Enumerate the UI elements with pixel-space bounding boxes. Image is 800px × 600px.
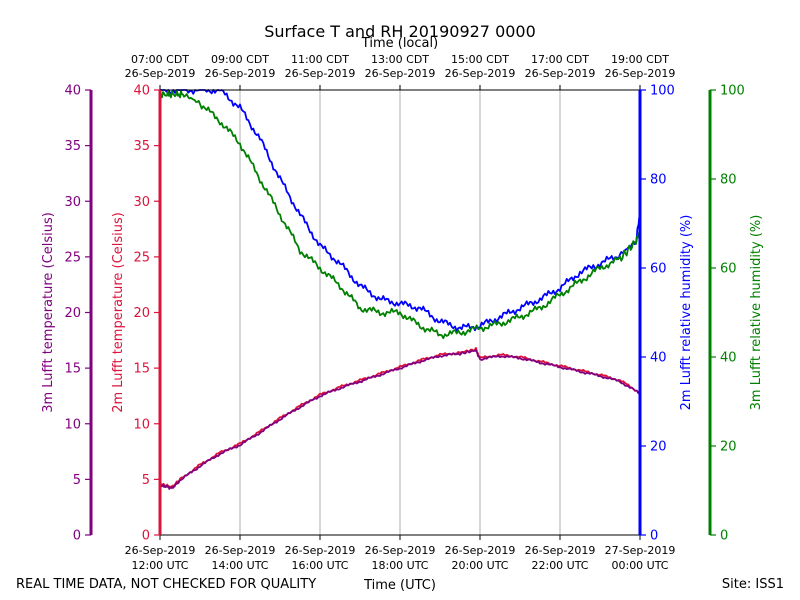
y-tick-label-rh2m: 80 <box>650 173 667 188</box>
x-tick-label-bottom: 26-Sep-2019 <box>125 544 196 557</box>
y-axis-label-temp2m: 2m Lufft temperature (Celsius) <box>111 212 126 413</box>
y-axis-label-temp3m: 3m Lufft temperature (Celsius) <box>41 212 56 413</box>
x-axis-label-top: Time (local) <box>361 36 438 51</box>
x-tick-label-top: 19:00 CDT <box>611 53 669 66</box>
x-tick-label-top: 15:00 CDT <box>451 53 509 66</box>
y-tick-label-rh3m: 100 <box>720 84 745 99</box>
series-group <box>159 89 641 490</box>
y-tick-label-temp2m: 5 <box>142 473 150 488</box>
series-line-rh2m <box>160 89 641 332</box>
chart-title: Surface T and RH 20190927 0000 <box>264 22 536 41</box>
x-tick-label-top: 26-Sep-2019 <box>525 67 596 80</box>
y-tick-label-temp2m: 20 <box>133 306 150 321</box>
x-tick-label-top: 11:00 CDT <box>291 53 349 66</box>
y-tick-label-temp3m: 5 <box>73 473 81 488</box>
x-tick-label-top: 07:00 CDT <box>131 53 189 66</box>
x-tick-label-top: 26-Sep-2019 <box>285 67 356 80</box>
y-tick-label-temp2m: 30 <box>133 195 150 210</box>
y-tick-label-temp3m: 30 <box>64 195 81 210</box>
y-tick-label-rh3m: 0 <box>720 529 728 544</box>
axes-group: 26-Sep-2019 12:00 UTC 26-Sep-2019 14:00 UTC… <box>41 53 764 572</box>
y-tick-label-temp3m: 25 <box>64 250 81 265</box>
y-tick-label-rh3m: 20 <box>720 440 737 455</box>
x-tick-label-bottom: 26-Sep-2019 <box>205 544 276 557</box>
x-tick-label-bottom: 12:00 UTC <box>131 559 188 572</box>
x-tick-label-top: 26-Sep-2019 <box>205 67 276 80</box>
y-tick-label-rh3m: 40 <box>720 351 737 366</box>
y-tick-label-temp3m: 15 <box>64 362 81 377</box>
x-tick-label-top: 17:00 CDT <box>531 53 589 66</box>
y-tick-label-rh2m: 40 <box>650 351 667 366</box>
x-tick-label-top: 09:00 CDT <box>211 53 269 66</box>
y-axis-label-rh2m: 2m Lufft relative humidity (%) <box>679 215 694 411</box>
x-tick-label-bottom: 00:00 UTC <box>611 559 668 572</box>
x-tick-label-bottom: 26-Sep-2019 <box>285 544 356 557</box>
y-tick-label-rh2m: 0 <box>650 529 658 544</box>
y-tick-label-temp2m: 25 <box>133 250 150 265</box>
y-tick-label-temp3m: 20 <box>64 306 81 321</box>
y-tick-label-rh2m: 20 <box>650 440 667 455</box>
y-tick-label-rh3m: 60 <box>720 262 737 277</box>
x-tick-label-bottom: 26-Sep-2019 <box>525 544 596 557</box>
x-tick-label-top: 26-Sep-2019 <box>125 67 196 80</box>
x-tick-label-top: 26-Sep-2019 <box>605 67 676 80</box>
y-tick-label-temp2m: 0 <box>142 529 150 544</box>
x-tick-label-top: 13:00 CDT <box>371 53 429 66</box>
y-tick-label-temp2m: 40 <box>133 84 150 99</box>
y-tick-label-temp3m: 35 <box>64 139 81 154</box>
y-axis-label-rh3m: 3m Lufft relative humidity (%) <box>749 215 764 411</box>
x-tick-label-top: 26-Sep-2019 <box>365 67 436 80</box>
x-tick-label-bottom: 26-Sep-2019 <box>445 544 516 557</box>
series-line-temp3m <box>159 349 641 490</box>
x-tick-label-bottom: 16:00 UTC <box>291 559 348 572</box>
x-tick-label-top: 26-Sep-2019 <box>445 67 516 80</box>
series-line-rh3m <box>159 89 641 340</box>
y-tick-label-temp3m: 40 <box>64 84 81 99</box>
x-tick-label-bottom: 18:00 UTC <box>371 559 428 572</box>
x-tick-label-bottom: 26-Sep-2019 <box>365 544 436 557</box>
x-axis-label-bottom: Time (UTC) <box>363 578 436 593</box>
y-tick-label-temp2m: 10 <box>133 417 150 432</box>
x-tick-label-bottom: 27-Sep-2019 <box>605 544 676 557</box>
y-tick-label-rh2m: 100 <box>650 84 675 99</box>
y-tick-label-rh2m: 60 <box>650 262 667 277</box>
y-tick-label-temp2m: 35 <box>133 139 150 154</box>
y-tick-label-temp3m: 10 <box>64 417 81 432</box>
x-tick-label-bottom: 20:00 UTC <box>451 559 508 572</box>
quality-note: REAL TIME DATA, NOT CHECKED FOR QUALITY <box>16 577 316 592</box>
site-label: Site: ISS1 <box>722 577 784 592</box>
y-tick-label-temp3m: 0 <box>73 529 81 544</box>
y-tick-label-rh3m: 80 <box>720 173 737 188</box>
y-tick-label-temp2m: 15 <box>133 362 150 377</box>
x-tick-label-bottom: 14:00 UTC <box>211 559 268 572</box>
x-tick-label-bottom: 22:00 UTC <box>531 559 588 572</box>
